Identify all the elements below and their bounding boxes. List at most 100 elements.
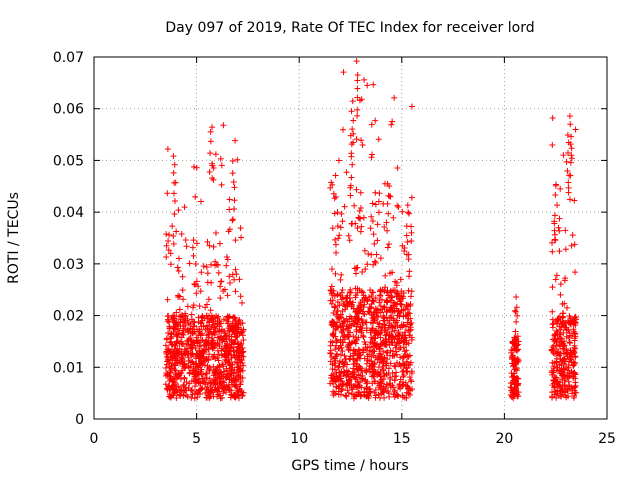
data-point xyxy=(186,370,193,377)
data-point xyxy=(390,315,397,322)
data-point xyxy=(559,338,566,345)
data-point xyxy=(239,374,246,381)
data-point xyxy=(403,251,410,258)
data-point xyxy=(377,255,384,262)
data-point xyxy=(368,339,375,346)
data-point xyxy=(206,395,213,402)
data-point xyxy=(341,203,348,210)
data-point xyxy=(192,365,199,372)
data-point xyxy=(380,339,387,346)
data-point xyxy=(332,172,339,179)
data-point xyxy=(555,224,562,231)
data-point xyxy=(211,342,218,349)
data-point xyxy=(334,209,341,216)
data-point xyxy=(383,299,390,306)
data-point xyxy=(202,304,209,311)
data-point xyxy=(400,354,407,361)
data-point xyxy=(171,353,178,360)
data-point xyxy=(365,250,372,257)
data-point xyxy=(549,321,556,328)
data-point xyxy=(328,372,335,379)
data-point xyxy=(188,330,195,337)
data-point xyxy=(328,266,335,273)
data-point xyxy=(202,389,209,396)
data-point xyxy=(570,362,577,369)
data-point xyxy=(373,251,380,258)
data-point xyxy=(350,347,357,354)
data-point xyxy=(165,312,172,319)
data-point xyxy=(225,349,232,356)
data-point xyxy=(361,76,368,83)
data-point xyxy=(174,373,181,380)
data-point xyxy=(555,335,562,342)
data-point xyxy=(171,374,178,381)
data-point xyxy=(566,339,573,346)
data-point xyxy=(401,348,408,355)
data-point xyxy=(562,363,569,370)
data-point xyxy=(195,364,202,371)
data-point xyxy=(391,377,398,384)
data-point xyxy=(350,117,357,124)
data-point xyxy=(198,386,205,393)
data-point xyxy=(191,322,198,329)
data-point xyxy=(571,360,578,367)
data-point xyxy=(367,225,374,232)
data-point xyxy=(348,174,355,181)
data-point xyxy=(170,233,177,240)
data-point xyxy=(197,288,204,295)
data-point xyxy=(340,333,347,340)
chart-title: Day 097 of 2019, Rate Of TEC Index for r… xyxy=(165,20,534,36)
data-point xyxy=(220,368,227,375)
data-point xyxy=(564,304,571,311)
data-point xyxy=(196,391,203,398)
data-point xyxy=(550,377,557,384)
data-point xyxy=(374,221,381,228)
data-point xyxy=(207,138,214,145)
data-point xyxy=(369,380,376,387)
data-point xyxy=(549,389,556,396)
data-point xyxy=(331,210,338,217)
data-point xyxy=(571,344,578,351)
data-point xyxy=(335,364,342,371)
data-point xyxy=(550,342,557,349)
data-point xyxy=(375,323,382,330)
data-point xyxy=(380,348,387,355)
data-point xyxy=(332,236,339,243)
data-point xyxy=(351,265,358,272)
data-point xyxy=(334,351,341,358)
data-point xyxy=(556,248,563,255)
data-point xyxy=(184,393,191,400)
data-point xyxy=(192,383,199,390)
data-point xyxy=(560,329,567,336)
data-point xyxy=(216,327,223,334)
data-point xyxy=(337,342,344,349)
data-point xyxy=(515,357,522,364)
data-point xyxy=(348,220,355,227)
data-point xyxy=(330,309,337,316)
data-point xyxy=(202,326,209,333)
data-point xyxy=(370,231,377,238)
data-point xyxy=(554,202,561,209)
data-point xyxy=(394,202,401,209)
data-point xyxy=(240,362,247,369)
data-point xyxy=(571,241,578,248)
data-point xyxy=(510,352,517,359)
data-point xyxy=(220,390,227,397)
y-tick-label: 0.03 xyxy=(53,257,84,273)
data-point xyxy=(228,376,235,383)
data-point xyxy=(231,197,238,204)
data-point xyxy=(230,344,237,351)
data-point xyxy=(557,318,564,325)
data-point xyxy=(385,210,392,217)
data-point xyxy=(204,362,211,369)
data-point xyxy=(512,328,519,335)
data-point xyxy=(172,323,179,330)
data-point xyxy=(560,350,567,357)
data-point xyxy=(568,390,575,397)
data-point xyxy=(330,392,337,399)
data-point xyxy=(513,318,520,325)
data-point xyxy=(357,372,364,379)
data-point xyxy=(373,306,380,313)
data-point xyxy=(385,331,392,338)
data-point xyxy=(329,297,336,304)
